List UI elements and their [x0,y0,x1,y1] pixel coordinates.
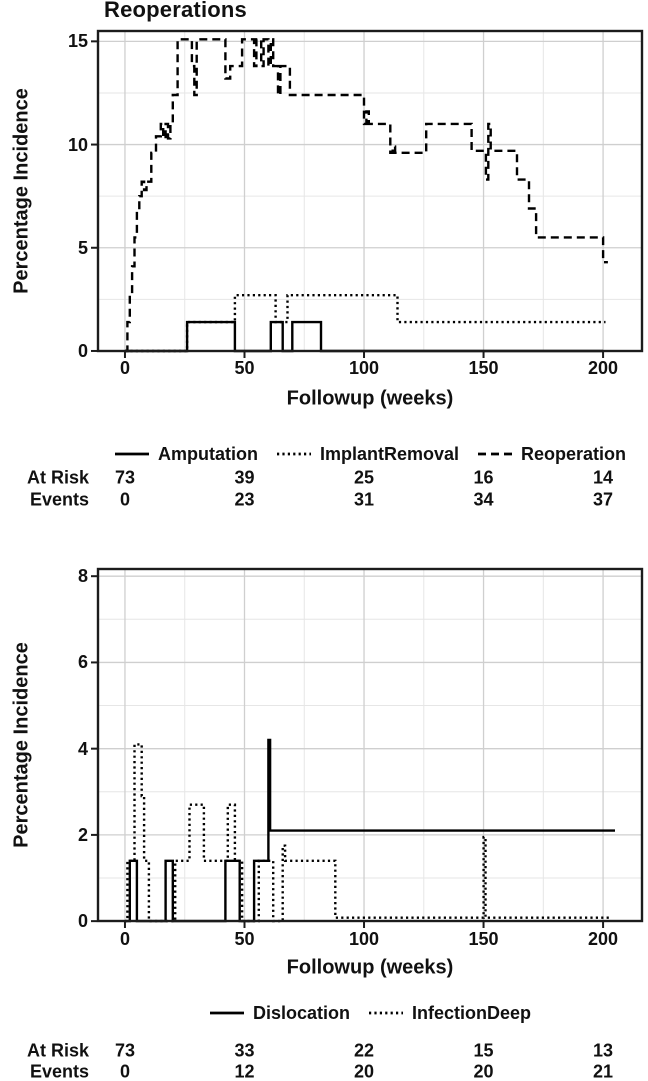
x-axis-title: Followup (weeks) [286,956,454,979]
at-risk-value: 15 [473,1040,494,1061]
x-tick-label: 0 [119,358,130,378]
y-tick-label: 15 [67,31,88,52]
x-tick-label: 200 [588,929,619,949]
events-value: 31 [354,489,375,510]
legend-line-icon [114,452,149,456]
series-dislocation-curve [125,738,615,923]
series-reoperation-curve [125,38,608,353]
x-tick-label: 50 [234,929,255,949]
chart-title: Reoperations [104,0,247,22]
events-value: 20 [354,1061,375,1081]
y-tick-label: 0 [77,911,88,932]
legend-line-icon [276,452,311,456]
legend-label: Reoperation [521,443,627,464]
events-value: 37 [593,489,614,510]
y-axis-title: Percentage Incidence [10,642,33,848]
at-risk-value: 16 [473,467,494,488]
events-value: 20 [473,1061,494,1081]
events-value: 21 [593,1061,614,1081]
legend-item-amputation: Amputation [114,444,258,465]
y-tick-label: 2 [77,824,88,845]
x-tick-label: 100 [348,929,380,949]
plot-svg [91,567,644,928]
y-tick-label: 4 [77,738,88,759]
events-row-label: Events [29,489,89,510]
legend-dashed-line-sample [477,450,513,458]
plot-svg [91,29,644,358]
y-tick-label: 5 [77,237,88,258]
at-risk-value: 13 [593,1040,614,1061]
events-value: 0 [119,489,130,510]
legend-label: Dislocation [252,1002,350,1023]
legend-line-icon [369,1011,403,1015]
legend: Amputation ImplantRemoval Reoperation [97,442,643,466]
y-tick-label: 6 [77,652,88,673]
x-tick-label: 0 [119,929,130,949]
at-risk-value: 33 [234,1040,255,1061]
legend-item-infectiondeep: InfectionDeep [368,1003,531,1024]
y-tick-label: 0 [77,340,88,361]
legend-label: InfectionDeep [412,1002,532,1023]
legend-dotted-line-sample [276,450,312,458]
y-axis-title: Percentage Incidence [10,88,33,294]
y-tick-label: 10 [67,134,88,155]
y-tick-label: 8 [77,566,88,587]
gridlines [97,30,643,352]
series-amputation-curve [125,320,604,353]
legend-solid-line-sample [209,1009,245,1017]
plot-panel [91,29,644,358]
at-risk-value: 22 [354,1040,375,1061]
legend-line-icon [478,452,512,456]
x-tick-label: 100 [348,358,380,378]
at-risk-row-label: At Risk [26,1040,89,1061]
events-value: 12 [234,1061,255,1081]
events-value: 0 [119,1061,130,1081]
x-tick-label: 150 [468,929,499,949]
legend: Dislocation InfectionDeep [97,1001,643,1025]
x-axis-title: Followup (weeks) [286,387,454,410]
at-risk-value: 39 [234,467,255,488]
legend-item-reoperation: Reoperation [477,444,626,465]
at-risk-row-label: At Risk [26,467,89,488]
events-row-label: Events [29,1061,89,1081]
x-tick-label: 200 [588,358,619,378]
legend-line-icon [209,1011,244,1015]
legend-solid-line-sample [114,450,150,458]
at-risk-value: 25 [354,467,375,488]
series-infectiondeep-curve [125,743,611,923]
legend-label: ImplantRemoval [319,443,459,464]
x-tick-label: 150 [468,358,499,378]
events-value: 23 [234,489,255,510]
at-risk-value: 73 [114,1040,135,1061]
panel-border [96,567,644,923]
panel-border [96,29,644,353]
gridlines [97,568,643,922]
events-value: 34 [473,489,494,510]
at-risk-value: 73 [114,467,135,488]
at-risk-value: 14 [593,467,614,488]
plot-panel [91,567,644,928]
legend-label: Amputation [157,443,258,464]
x-tick-label: 50 [234,358,255,378]
legend-dotted-line-sample [368,1009,404,1017]
legend-item-dislocation: Dislocation [209,1003,350,1024]
legend-item-implantremoval: ImplantRemoval [276,444,459,465]
series-implantremoval-curve [125,294,606,353]
